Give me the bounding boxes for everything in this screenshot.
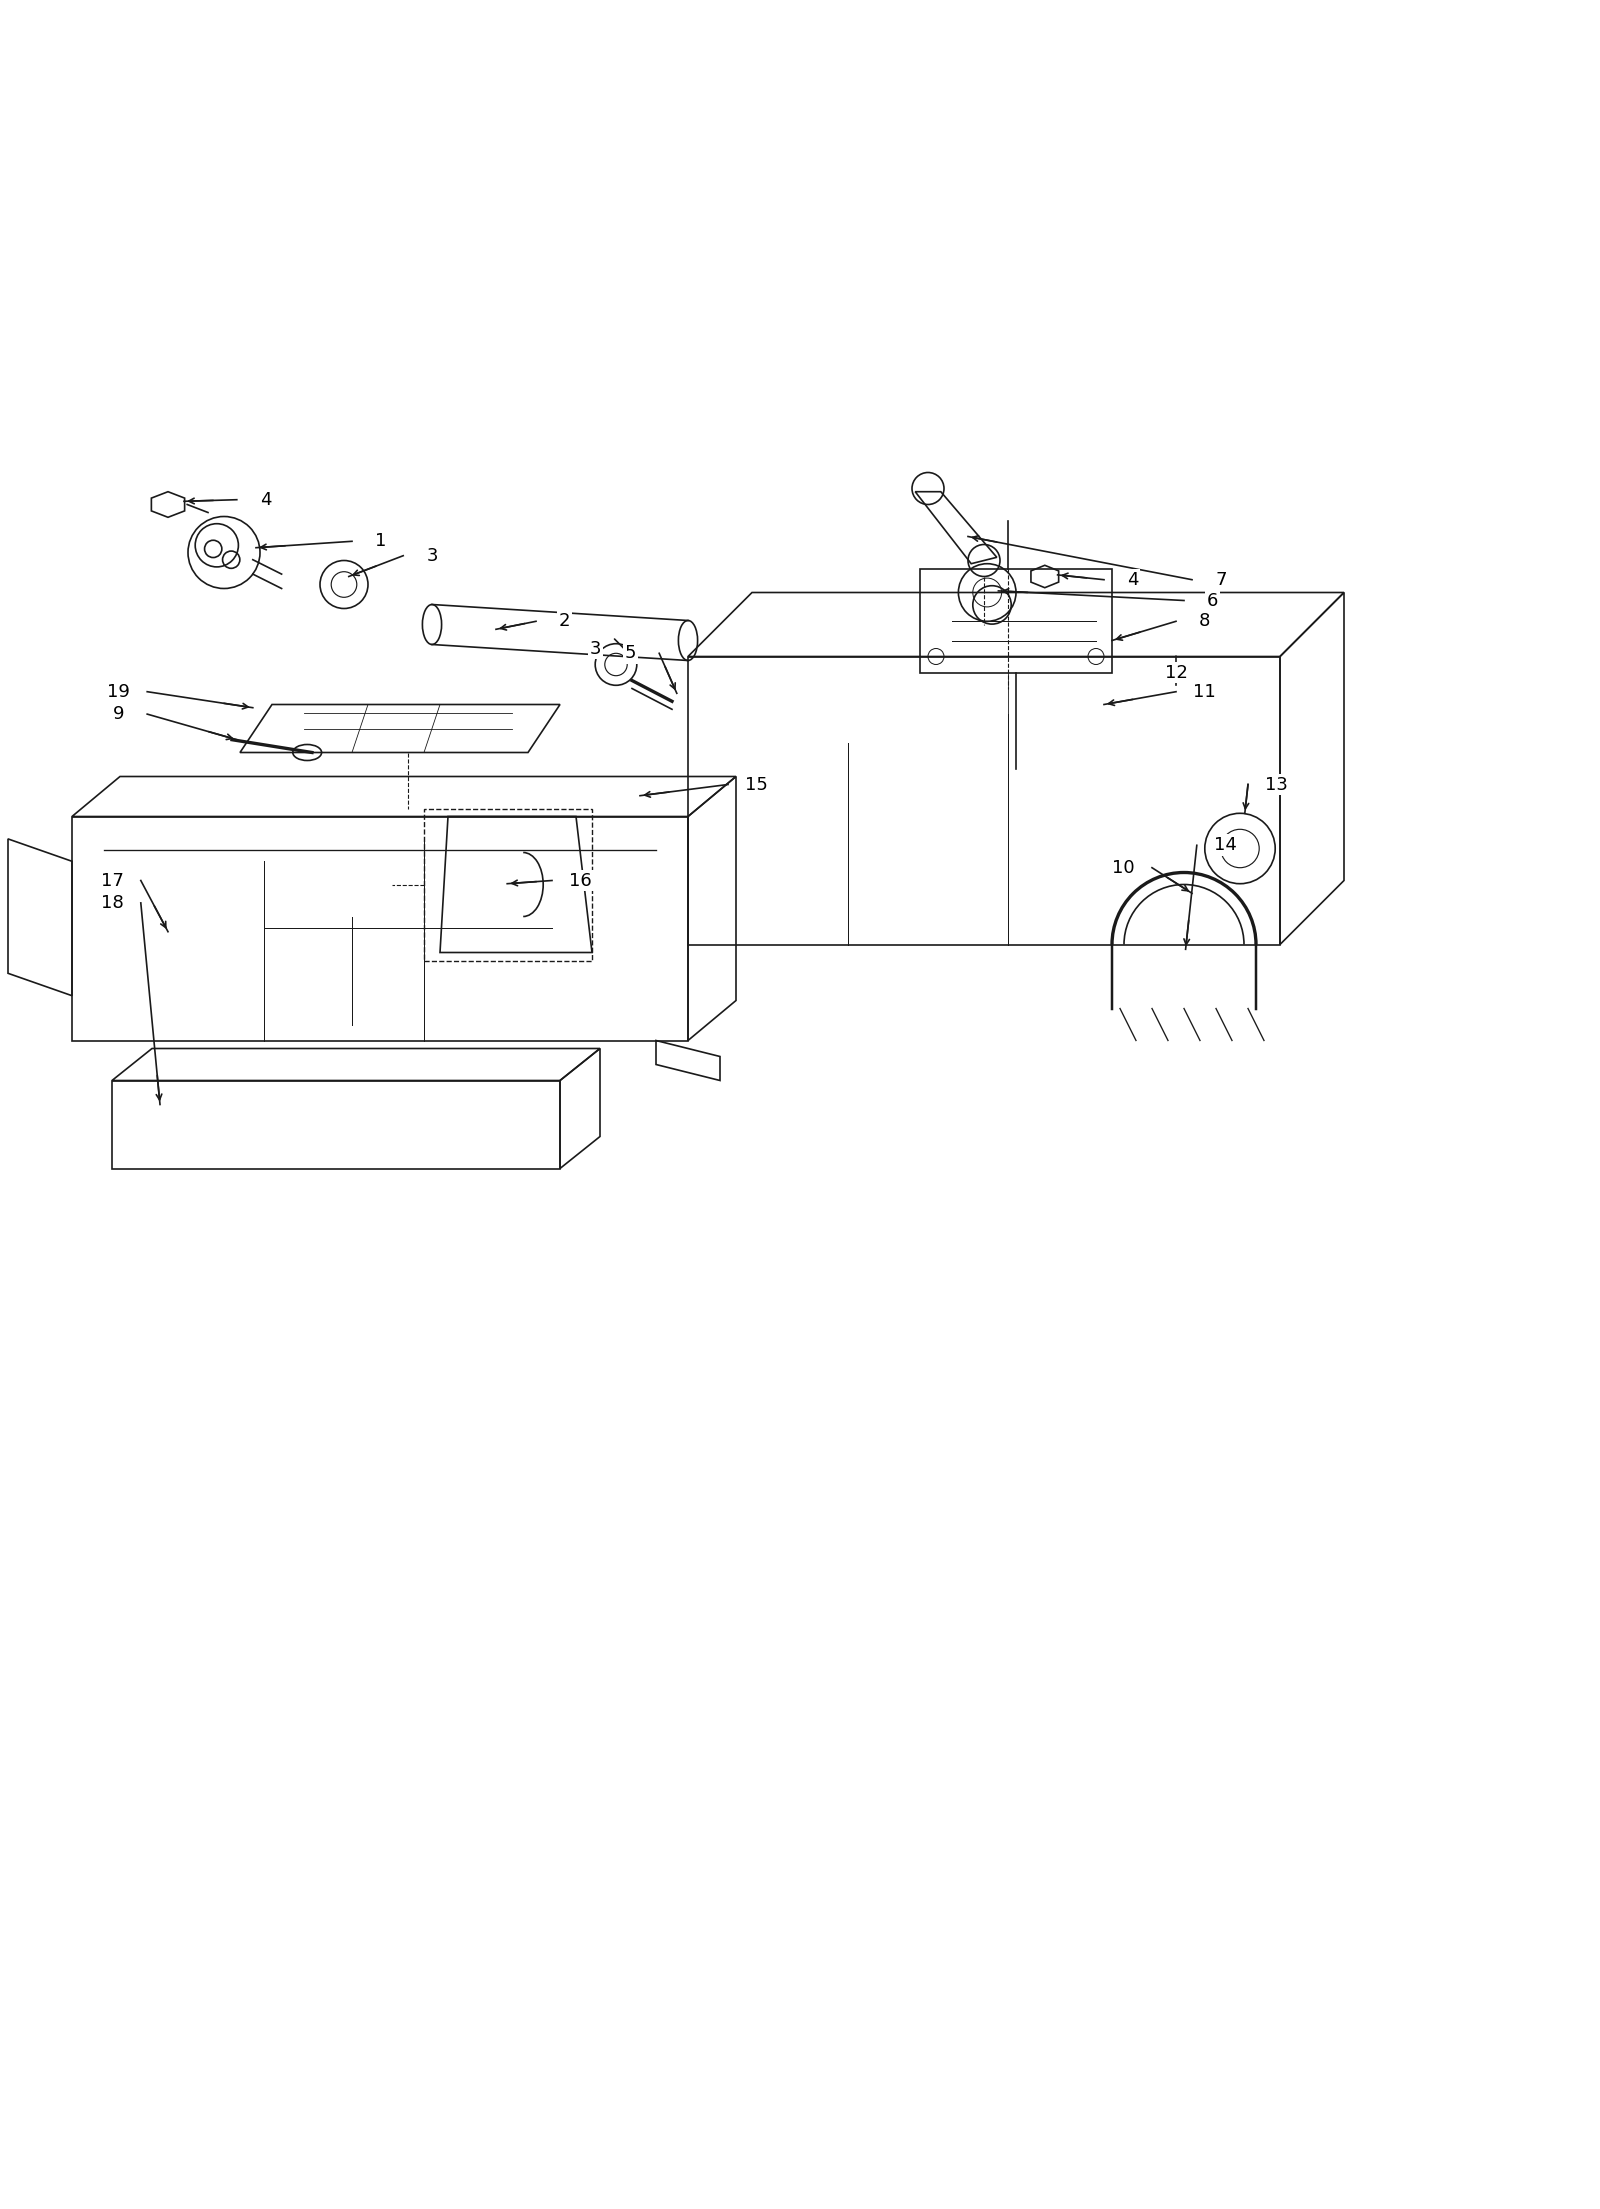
Text: 13: 13: [1266, 775, 1288, 793]
Text: 10: 10: [1112, 859, 1134, 877]
Text: 2: 2: [558, 612, 571, 630]
Text: 3: 3: [426, 546, 438, 566]
Text: 4: 4: [1126, 570, 1139, 590]
Text: 9: 9: [112, 705, 125, 722]
Text: 18: 18: [101, 895, 123, 912]
Text: 4: 4: [259, 490, 272, 508]
Text: 19: 19: [107, 683, 130, 700]
Bar: [424, 808, 592, 961]
Text: 8: 8: [1198, 612, 1211, 630]
Text: 1: 1: [374, 532, 387, 550]
Text: 11: 11: [1194, 683, 1216, 700]
Text: 5: 5: [624, 645, 637, 663]
Text: 3: 3: [589, 638, 602, 658]
Text: 14: 14: [1214, 837, 1237, 855]
Text: 15: 15: [746, 775, 768, 793]
Text: 17: 17: [101, 873, 123, 890]
Text: 7: 7: [1214, 570, 1227, 590]
Text: 6: 6: [1206, 592, 1219, 610]
Text: 16: 16: [570, 873, 592, 890]
Text: 12: 12: [1165, 663, 1187, 683]
